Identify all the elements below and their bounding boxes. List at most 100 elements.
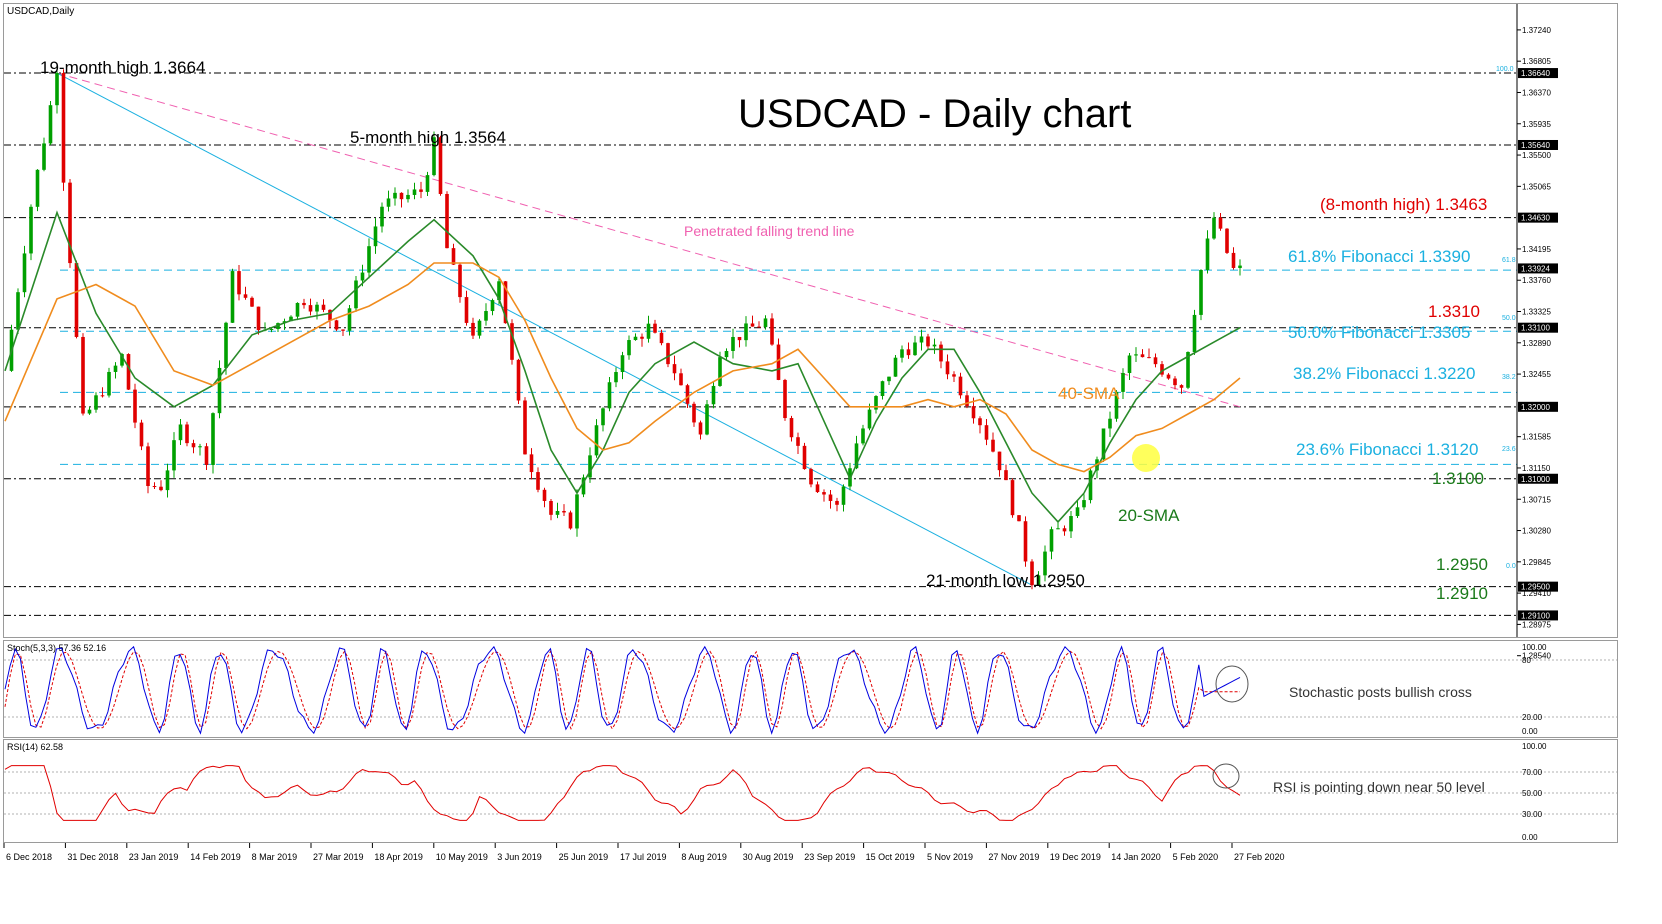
time-tick-label: 19 Dec 2019 [1050, 852, 1101, 862]
candle-body [484, 311, 488, 321]
time-tick-label: 23 Jan 2019 [129, 852, 179, 862]
candle-body [529, 454, 534, 473]
candle-body [1205, 238, 1210, 270]
candle-body [796, 437, 800, 446]
candle-body [133, 389, 137, 423]
candle-body [1010, 480, 1015, 516]
candle-body [315, 304, 319, 312]
candle-body [237, 271, 241, 295]
candle-body [185, 424, 189, 444]
candle-body [1238, 265, 1242, 268]
fib-label-100: 100.0 [1496, 66, 1514, 73]
candle-body [815, 484, 820, 493]
candle-body [601, 408, 605, 426]
price-level-tag-label: 1.32000 [1521, 403, 1550, 412]
price-tick-label: 1.35500 [1522, 151, 1551, 160]
time-tick-label: 14 Feb 2019 [190, 852, 241, 862]
candle-body [1186, 351, 1190, 388]
price-tick-label: 1.36805 [1522, 57, 1551, 66]
candle-body [451, 248, 456, 265]
candle-body [568, 512, 573, 529]
candle-body [724, 350, 729, 358]
candle-body [1173, 378, 1177, 386]
price-level-tag [1518, 322, 1558, 333]
candle-body [471, 322, 475, 336]
candle-body [1043, 551, 1047, 576]
candle-body [35, 169, 40, 207]
candle-body [269, 328, 274, 330]
annotation-8-month-high: (8-month high) 1.3463 [1320, 195, 1487, 214]
candle-body [107, 371, 111, 396]
candle-body [159, 486, 163, 491]
price-level-tag [1518, 68, 1558, 79]
candle-body [113, 365, 118, 372]
price-level-tag [1518, 139, 1558, 150]
candle-body [542, 489, 547, 501]
candle-body [354, 280, 358, 309]
candle-body [523, 400, 527, 455]
candle-body [250, 297, 254, 307]
annotation-level-1-3310: 1.3310 [1428, 302, 1480, 321]
price-tick-label: 1.32455 [1522, 370, 1551, 379]
price-tick-label: 1.30280 [1522, 527, 1551, 536]
candle-body [633, 336, 638, 341]
candle-body [16, 292, 20, 330]
candle-body [854, 443, 859, 469]
time-tick-label: 8 Mar 2019 [252, 852, 298, 862]
candle-body [536, 472, 540, 490]
candle-body [1166, 374, 1171, 379]
candle-body [328, 309, 332, 321]
main-panel-frame [3, 3, 1618, 638]
price-tick-label: 1.28975 [1522, 620, 1551, 629]
candles [9, 64, 1242, 590]
candle-body [906, 349, 911, 356]
candle-body [1212, 217, 1216, 239]
candle-body [588, 455, 592, 478]
candle-body [1140, 354, 1145, 358]
stoch-label: Stoch(5,3,3) 57.36 52.16 [7, 643, 106, 653]
candle-body [646, 323, 651, 339]
time-tick-label: 30 Aug 2019 [743, 852, 794, 862]
stoch-k-line [4, 645, 1241, 735]
chart-title: USDCAD - Daily chart [738, 92, 1131, 136]
candle-body [22, 253, 27, 293]
candle-body [627, 340, 631, 356]
price-level-tag-label: 1.36640 [1521, 69, 1550, 78]
rsi-circle [1212, 763, 1240, 789]
candle-body [61, 73, 66, 183]
price-tick-label: 1.31150 [1522, 464, 1551, 473]
candle-body [490, 300, 495, 312]
candle-body [555, 510, 560, 515]
candle-body [1179, 385, 1184, 388]
candle-body [432, 137, 436, 176]
candle-body [438, 137, 443, 194]
candle-body [55, 73, 59, 106]
candle-body [1192, 314, 1197, 352]
rsi-label: RSI(14) 62.58 [7, 742, 63, 752]
annotation-20-sma: 20-SMA [1118, 506, 1180, 525]
candle-body [763, 318, 768, 328]
time-tick-label: 15 Oct 2019 [866, 852, 915, 862]
candle-body [971, 406, 976, 419]
price-level-tag-label: 1.33924 [1521, 264, 1550, 273]
candle-body [1121, 373, 1125, 392]
candle-body [861, 428, 865, 444]
candle-body [380, 206, 384, 227]
candle-body [776, 344, 781, 380]
candle-body [887, 376, 891, 382]
candle-body [685, 385, 690, 404]
candle-body [575, 494, 579, 529]
candle-body [1147, 357, 1151, 359]
annotation-level-1-3100: 1.3100 [1432, 469, 1484, 488]
candle-body [809, 469, 813, 485]
candle-body [360, 272, 365, 281]
time-tick-label: 8 Aug 2019 [681, 852, 727, 862]
candle-body [594, 425, 599, 456]
time-tick-label: 14 Jan 2020 [1111, 852, 1161, 862]
candle-body [198, 446, 202, 448]
candle-body [1056, 528, 1060, 530]
candle-body [978, 418, 982, 426]
price-level-tag-label: 1.29100 [1521, 611, 1550, 620]
candle-body [399, 192, 404, 200]
